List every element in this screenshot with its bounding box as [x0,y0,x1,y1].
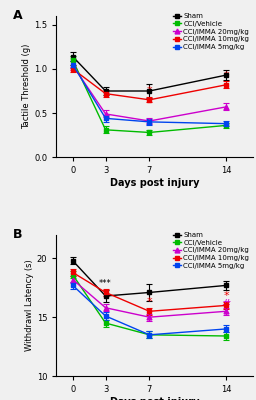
Text: *: * [223,71,229,81]
Text: *: * [147,296,152,306]
Text: #: # [221,299,231,309]
X-axis label: Days post injury: Days post injury [110,178,200,188]
Text: B: B [13,228,23,241]
Legend: Sham, CCI/Vehicle, CCI/IMMA 20mg/kg, CCI/IMMA 10mg/kg, CCI/IMMA 5mg/kg: Sham, CCI/Vehicle, CCI/IMMA 20mg/kg, CCI… [172,12,250,51]
Text: *: * [147,86,152,96]
Legend: Sham, CCI/Vehicle, CCI/IMMA 20mg/kg, CCI/IMMA 10mg/kg, CCI/IMMA 5mg/kg: Sham, CCI/Vehicle, CCI/IMMA 20mg/kg, CCI… [172,231,250,270]
Text: A: A [13,9,23,22]
Text: ***: *** [99,279,112,288]
X-axis label: Days post injury: Days post injury [110,397,200,400]
Y-axis label: Withdrawl Latency (s): Withdrawl Latency (s) [25,260,34,351]
Y-axis label: Tactile Threshold (g): Tactile Threshold (g) [22,44,31,129]
Text: *: * [223,291,229,301]
